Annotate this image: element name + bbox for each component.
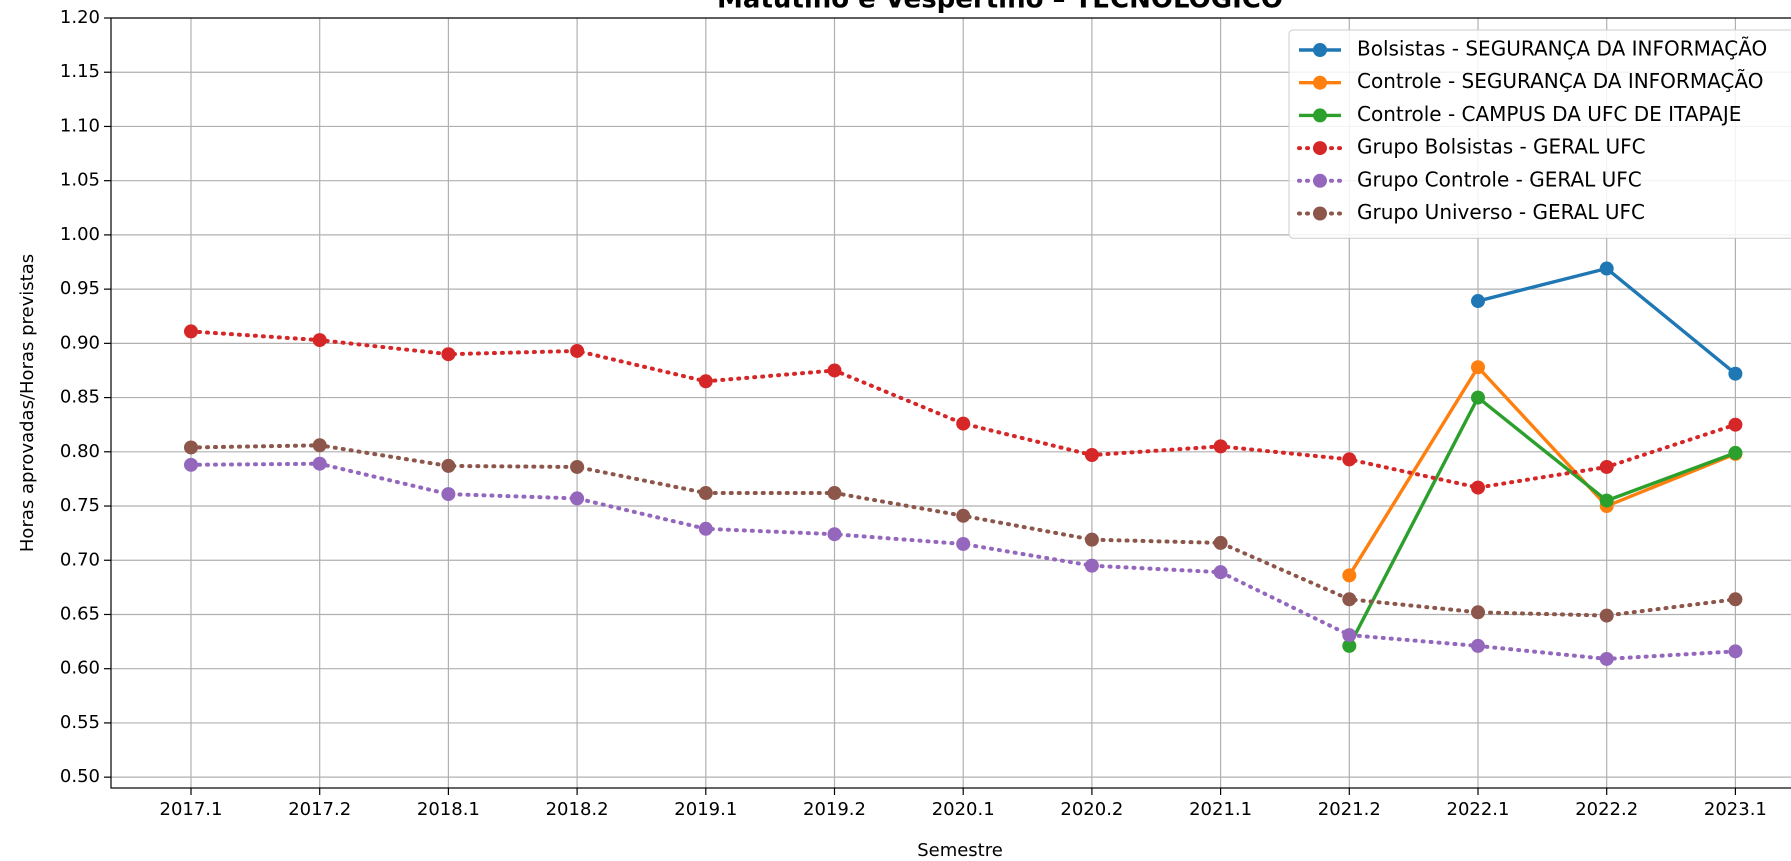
legend-label: Bolsistas - SEGURANÇA DA INFORMAÇÃO [1357,37,1767,61]
legend-label: Controle - SEGURANÇA DA INFORMAÇÃO [1357,69,1763,93]
point [1728,366,1743,381]
y-tick-label: 0.80 [60,441,100,462]
point [184,324,198,339]
legend-box [1288,29,1791,239]
legend-marker [1313,141,1327,156]
point [1213,439,1228,454]
point [1599,261,1614,276]
point [698,521,713,536]
x-axis-label: Semestre [917,840,1003,861]
point [827,486,842,501]
point [1084,448,1099,463]
point [1471,390,1485,405]
point [184,440,198,455]
series-line [1347,395,1736,647]
point [1213,565,1228,580]
point [698,486,713,501]
legend-marker [1313,43,1327,57]
x-tick-label: 2022.2 [1575,799,1638,820]
point [1471,480,1485,495]
x-tick-label: 2019.1 [674,799,737,820]
point [312,438,327,453]
point [441,487,456,502]
point [1342,568,1357,583]
x-tick-label: 2020.2 [1060,799,1123,820]
y-tick-label: 0.60 [60,658,100,679]
legend-marker [1313,75,1327,90]
y-tick-label: 0.95 [60,278,100,299]
x-tick-label: 2020.1 [932,799,995,820]
legend-label: Controle - CAMPUS DA UFC DE ITAPAJE [1357,102,1741,126]
point [441,458,456,473]
point [312,456,327,471]
y-tick-label: 1.20 [60,7,100,28]
point [698,374,713,389]
point [1213,535,1228,550]
y-tick-label: 1.00 [60,224,100,245]
point [827,527,842,542]
point [1728,644,1743,659]
y-tick-label: 0.75 [60,495,100,516]
point [1599,459,1614,474]
point [827,363,842,378]
point [1728,592,1743,607]
point [1342,638,1357,653]
x-tick-label: 2018.1 [417,799,480,820]
y-tick-label: 1.10 [60,115,100,136]
y-tick-label: 1.15 [60,61,100,82]
point [1599,651,1614,666]
legend-label: Grupo Controle - GERAL UFC [1357,167,1642,191]
legend-label: Grupo Bolsistas - GERAL UFC [1357,135,1646,159]
point [1728,417,1743,432]
point [441,347,456,362]
point [956,536,971,551]
point [956,508,971,523]
point [1599,493,1614,508]
point [1471,638,1485,653]
legend-marker [1313,173,1327,188]
plot-frame [110,17,1791,789]
x-tick-label: 2021.1 [1189,799,1252,820]
y-tick-label: 1.05 [60,170,100,191]
x-tick-label: 2021.2 [1318,799,1381,820]
chart-title: Matutino e Vespertino – TECNOLÓGICO [717,0,1283,15]
legend-label: Grupo Universo - GERAL UFC [1357,200,1645,224]
x-tick-label: 2017.2 [288,799,351,820]
point [1471,605,1485,620]
y-tick-label: 0.70 [60,549,100,570]
point [1728,445,1743,460]
point [1471,294,1485,309]
x-tick-label: 2023.1 [1704,799,1767,820]
y-tick-label: 0.90 [60,332,100,353]
point [570,459,585,474]
point [1599,608,1614,623]
point [570,343,585,358]
y-tick-label: 0.65 [60,603,100,624]
legend-marker [1313,206,1327,221]
point [1084,532,1099,547]
y-tick-label: 0.50 [60,766,100,787]
y-axis-label: Horas aprovadas/Horas previstas [17,254,38,552]
point [1084,558,1099,573]
legend-marker [1313,108,1327,123]
y-tick-label: 0.55 [60,712,100,733]
x-tick-label: 2017.1 [160,799,223,820]
point [570,491,585,506]
x-tick-label: 2019.2 [803,799,866,820]
point [1342,628,1357,643]
point [184,457,198,472]
x-tick-label: 2018.2 [546,799,609,820]
y-tick-label: 0.85 [60,387,100,408]
point [956,416,971,431]
point [1342,592,1357,607]
series-line [1347,365,1737,577]
x-tick-label: 2022.1 [1447,799,1510,820]
point [1471,360,1485,375]
point [1342,452,1357,467]
point [312,333,327,348]
